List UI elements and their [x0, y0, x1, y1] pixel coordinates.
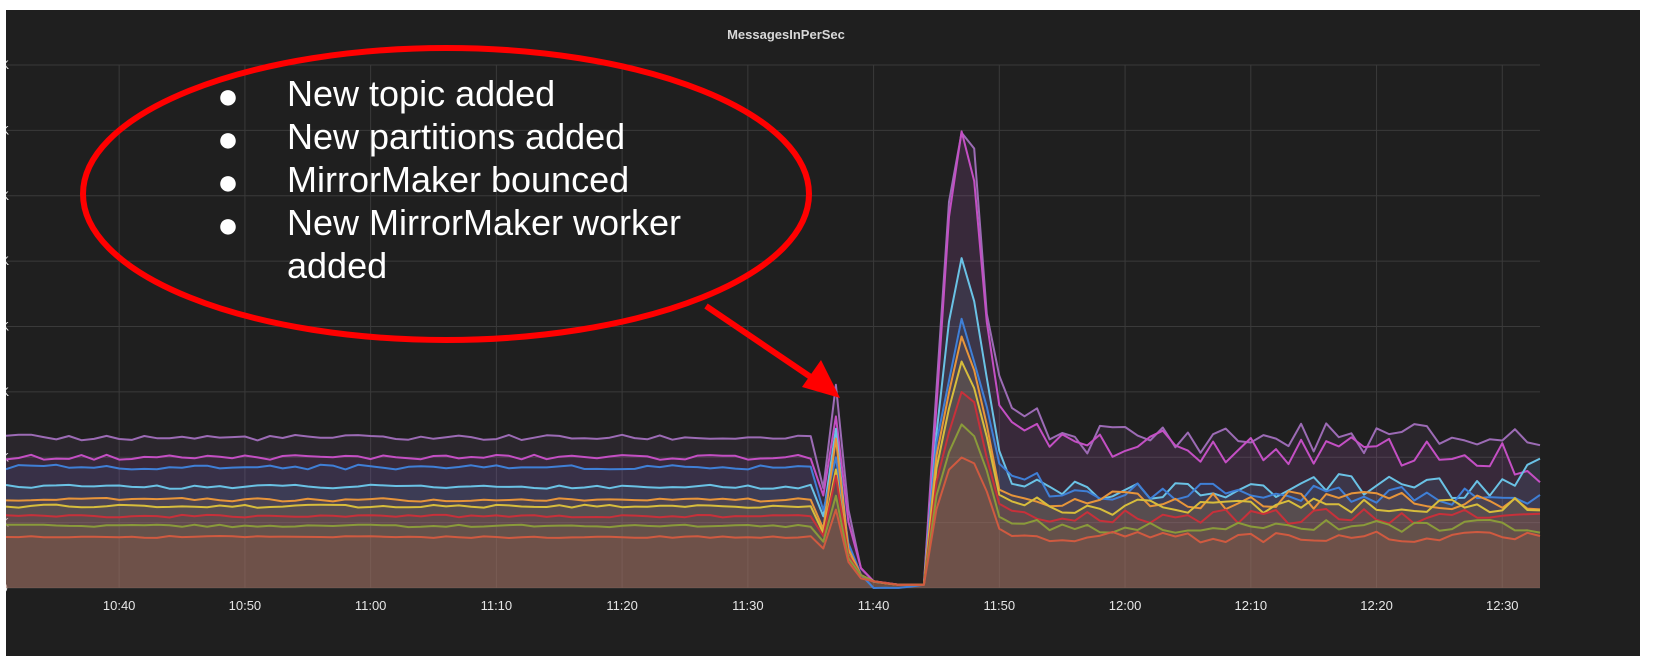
series-line	[6, 360, 1541, 586]
callout-arrow-shaft	[704, 303, 823, 387]
y-tick-label: 0	[6, 581, 8, 595]
y-tick-label: K	[6, 450, 9, 464]
series-area	[6, 361, 1540, 588]
x-tick-label: 11:20	[606, 598, 638, 613]
series-area	[6, 132, 1540, 588]
x-tick-label: 10:40	[103, 598, 136, 613]
x-tick-label: 12:20	[1360, 598, 1393, 613]
annotation-item: New MirrorMaker worker	[287, 202, 681, 243]
y-tick-label: K	[6, 189, 9, 203]
chart-panel: MessagesInPerSec 0KKKKKKKKK 10:4010:5011…	[6, 10, 1640, 656]
series-area	[6, 392, 1540, 588]
x-tick-label: 11:10	[481, 598, 513, 613]
x-tick-label: 11:30	[732, 598, 764, 613]
callout-ellipse	[80, 45, 812, 343]
x-tick-label: 10:50	[229, 598, 262, 613]
y-tick-label: K	[6, 385, 9, 399]
bullet-icon: ●	[217, 204, 239, 245]
series-line	[6, 423, 1541, 586]
series-line	[6, 335, 1541, 586]
series-area	[6, 318, 1540, 588]
annotation-item: New partitions added	[287, 116, 625, 157]
annotation-callout: ● ● ● ● New topic added New partitions a…	[80, 45, 840, 398]
series-lines	[6, 130, 1541, 589]
x-tick-label: 11:40	[858, 598, 890, 613]
bullet-icon: ●	[217, 118, 239, 159]
series-line	[6, 131, 1541, 586]
x-tick-label: 12:10	[1235, 598, 1268, 613]
y-tick-label: K	[6, 254, 9, 268]
x-tick-label: 11:00	[355, 598, 387, 613]
annotation-item: added	[287, 245, 387, 286]
y-tick-label: K	[6, 320, 9, 334]
x-axis: 10:40 10:50 11:00 11:10 11:20 11:30 11:40 11:50…	[103, 598, 1519, 613]
y-tick-label: K	[6, 123, 9, 137]
series-line	[6, 456, 1541, 586]
x-tick-label: 12:00	[1109, 598, 1142, 613]
x-tick-label: 11:50	[984, 598, 1016, 613]
series-line	[6, 257, 1541, 586]
chart-title: MessagesInPerSec	[727, 27, 845, 42]
messages-in-per-sec-chart: MessagesInPerSec 0KKKKKKKKK 10:4010:5011…	[6, 27, 1541, 613]
annotation-item: MirrorMaker bounced	[287, 159, 629, 200]
y-tick-label: K	[6, 58, 9, 72]
series-area	[6, 457, 1540, 588]
y-tick-label: K	[6, 516, 9, 530]
bullet-icon: ●	[217, 161, 239, 202]
bullet-icon: ●	[217, 75, 239, 116]
series-area	[6, 424, 1540, 588]
series-line	[6, 391, 1541, 586]
series-line	[6, 130, 1541, 586]
callout-arrow-head-icon	[802, 360, 840, 398]
y-axis: 0KKKKKKKKK	[6, 58, 9, 595]
x-tick-label: 12:30	[1486, 598, 1519, 613]
series-area	[6, 131, 1540, 588]
annotation-item: New topic added	[287, 73, 555, 114]
